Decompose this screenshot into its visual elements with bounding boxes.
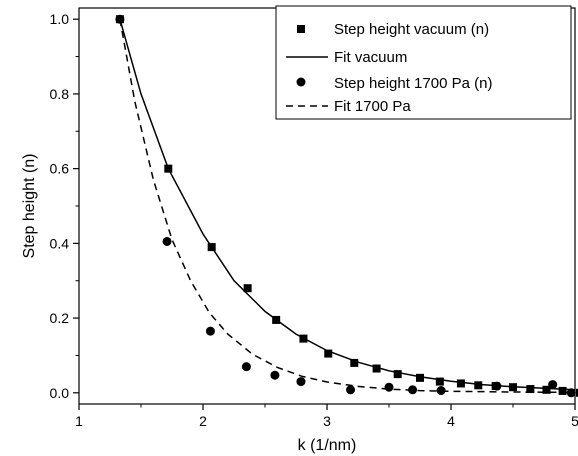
y-tick-label: 0.0 <box>50 385 70 401</box>
data-point-square <box>207 243 216 252</box>
y-tick-label: 0.4 <box>50 235 70 251</box>
x-tick-label: 5 <box>571 413 578 429</box>
data-point-square <box>350 358 359 367</box>
legend-label-vacuum-points: Step height vacuum (n) <box>334 21 489 38</box>
data-point-circle <box>296 377 306 387</box>
data-point-square <box>299 334 308 343</box>
legend-marker-circle <box>296 77 306 87</box>
data-point-square <box>509 383 517 392</box>
legend-marker-square <box>297 25 305 33</box>
y-tick-label: 1.0 <box>50 11 70 27</box>
x-tick-label: 2 <box>199 413 207 429</box>
y-tick-label: 0.2 <box>50 310 70 326</box>
data-point-square <box>558 386 567 395</box>
data-point-circle <box>492 381 502 391</box>
y-tick-label: 0.6 <box>50 161 70 177</box>
data-point-circle <box>566 388 576 398</box>
axis-ticks: 1 2 3 4 5 0.0 0.2 0.4 0.6 0.8 1.0 <box>50 11 578 429</box>
x-tick-label: 1 <box>75 413 83 429</box>
y-axis-label: Step height (n) <box>21 154 38 259</box>
data-point-square <box>164 164 173 173</box>
data-point-circle <box>436 386 446 396</box>
data-point-square <box>324 349 333 358</box>
x-axis-label: k (1/nm) <box>298 437 357 454</box>
y-tick-label: 0.8 <box>50 86 70 102</box>
legend-label-1700pa-fit: Fit 1700 Pa <box>334 98 411 115</box>
data-point-square <box>575 388 578 397</box>
data-point-square <box>372 364 381 373</box>
x-tick-label: 3 <box>323 413 331 429</box>
data-point-square <box>243 284 252 293</box>
data-point-circle <box>384 382 394 392</box>
legend: Step height vacuum (n) Fit vacuum Step h… <box>275 5 572 120</box>
data-point-circle <box>346 385 356 395</box>
data-point-circle <box>270 370 280 380</box>
data-point-square <box>526 385 535 394</box>
legend-box <box>275 5 572 120</box>
data-point-square <box>393 370 402 379</box>
series-line-3 <box>119 19 576 394</box>
legend-label-vacuum-fit: Fit vacuum <box>334 49 407 66</box>
data-point-square <box>416 373 424 382</box>
legend-label-1700pa-points: Step height 1700 Pa (n) <box>334 75 492 92</box>
data-point-circle <box>162 236 172 246</box>
data-point-square <box>435 377 444 386</box>
series-layer <box>115 14 578 398</box>
data-point-circle <box>115 14 125 24</box>
x-tick-label: 4 <box>447 413 455 429</box>
data-point-circle <box>548 380 558 390</box>
data-point-square <box>474 381 483 390</box>
data-point-square <box>542 385 551 394</box>
data-point-circle <box>408 385 418 395</box>
data-point-square <box>272 315 281 324</box>
data-point-circle <box>205 326 215 336</box>
data-point-square <box>456 379 465 388</box>
data-point-circle <box>241 362 251 372</box>
